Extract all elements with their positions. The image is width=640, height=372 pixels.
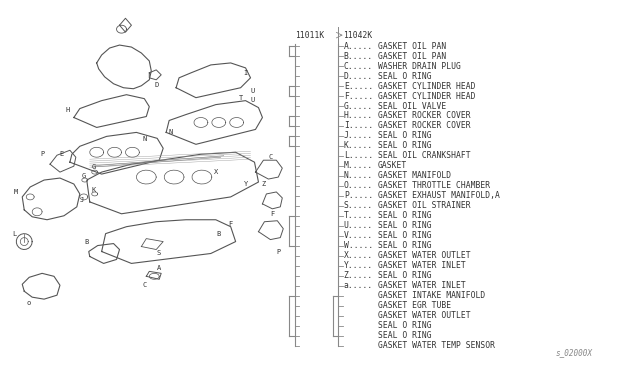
Text: X.....: X..... bbox=[344, 251, 373, 260]
Text: A.....: A..... bbox=[344, 42, 373, 51]
Text: F: F bbox=[228, 221, 233, 227]
Text: Z.....: Z..... bbox=[344, 271, 373, 280]
Text: I: I bbox=[243, 70, 248, 76]
Text: GASKET WATER OUTLET: GASKET WATER OUTLET bbox=[378, 251, 470, 260]
Text: M: M bbox=[14, 189, 19, 195]
Text: T: T bbox=[239, 94, 243, 101]
Text: GASKET OIL PAN: GASKET OIL PAN bbox=[378, 42, 446, 51]
Text: Z: Z bbox=[261, 181, 266, 187]
Text: GASKET WATER INLET: GASKET WATER INLET bbox=[378, 262, 465, 270]
Text: GASKET EGR TUBE: GASKET EGR TUBE bbox=[378, 301, 451, 310]
Text: Y.....: Y..... bbox=[344, 262, 373, 270]
Text: C: C bbox=[268, 154, 273, 160]
Text: B: B bbox=[84, 238, 89, 244]
Text: N: N bbox=[142, 137, 147, 142]
Text: K.....: K..... bbox=[344, 141, 373, 150]
Text: U: U bbox=[250, 97, 255, 103]
Text: B: B bbox=[216, 231, 221, 237]
Text: P.....: P..... bbox=[344, 192, 373, 201]
Text: GASKET CYLINDER HEAD: GASKET CYLINDER HEAD bbox=[378, 92, 475, 100]
Text: SEAL OIL VALVE: SEAL OIL VALVE bbox=[378, 102, 446, 110]
Text: N.....: N..... bbox=[344, 171, 373, 180]
Text: GASKET CYLINDER HEAD: GASKET CYLINDER HEAD bbox=[378, 81, 475, 90]
Text: SEAL O RING: SEAL O RING bbox=[378, 131, 431, 141]
Text: P: P bbox=[40, 151, 44, 157]
Text: W.....: W..... bbox=[344, 241, 373, 250]
Text: J: J bbox=[79, 197, 84, 203]
Text: A: A bbox=[157, 265, 161, 272]
Text: F.....: F..... bbox=[344, 92, 373, 100]
Text: GASKET WATER INLET: GASKET WATER INLET bbox=[378, 281, 465, 291]
Text: WASHER DRAIN PLUG: WASHER DRAIN PLUG bbox=[378, 61, 460, 71]
Text: GASKET ROCKER COVER: GASKET ROCKER COVER bbox=[378, 122, 470, 131]
Text: N: N bbox=[169, 129, 173, 135]
Text: D: D bbox=[154, 82, 158, 88]
Text: GASKET INTAKE MANIFOLD: GASKET INTAKE MANIFOLD bbox=[378, 291, 485, 300]
Text: L: L bbox=[12, 231, 17, 237]
Text: SEAL O RING: SEAL O RING bbox=[378, 321, 431, 330]
Text: G: G bbox=[92, 164, 96, 170]
Text: S: S bbox=[156, 250, 161, 256]
Text: SEAL O RING: SEAL O RING bbox=[378, 141, 431, 150]
Text: X: X bbox=[214, 169, 218, 175]
Text: SEAL O RING: SEAL O RING bbox=[378, 331, 431, 340]
Text: T.....: T..... bbox=[344, 211, 373, 220]
Text: G: G bbox=[82, 173, 86, 179]
Text: L.....: L..... bbox=[344, 151, 373, 160]
Text: s_02000X: s_02000X bbox=[556, 348, 593, 357]
Text: E.....: E..... bbox=[344, 81, 373, 90]
Text: K: K bbox=[92, 187, 96, 193]
Text: GASKET WATER OUTLET: GASKET WATER OUTLET bbox=[378, 311, 470, 320]
Text: M.....: M..... bbox=[344, 161, 373, 170]
Text: U.....: U..... bbox=[344, 221, 373, 230]
Text: SEAL O RING: SEAL O RING bbox=[378, 71, 431, 80]
Text: 11042K: 11042K bbox=[343, 31, 372, 40]
Text: SEAL O RING: SEAL O RING bbox=[378, 221, 431, 230]
Text: GASKET EXHAUST MANIFOLD,A: GASKET EXHAUST MANIFOLD,A bbox=[378, 192, 499, 201]
Text: H.....: H..... bbox=[344, 112, 373, 121]
Text: GASKET THROTTLE CHAMBER: GASKET THROTTLE CHAMBER bbox=[378, 182, 490, 190]
Text: GASKET OIL PAN: GASKET OIL PAN bbox=[378, 52, 446, 61]
Text: SEAL O RING: SEAL O RING bbox=[378, 211, 431, 220]
Text: C.....: C..... bbox=[344, 61, 373, 71]
Text: U: U bbox=[250, 88, 255, 94]
Text: G.....: G..... bbox=[344, 102, 373, 110]
Text: a.....: a..... bbox=[344, 281, 373, 291]
Text: GASKET WATER TEMP SENSOR: GASKET WATER TEMP SENSOR bbox=[378, 341, 495, 350]
Text: P: P bbox=[276, 248, 280, 254]
Text: SEAL O RING: SEAL O RING bbox=[378, 241, 431, 250]
Text: I.....: I..... bbox=[344, 122, 373, 131]
Text: GASKET OIL STRAINER: GASKET OIL STRAINER bbox=[378, 201, 470, 211]
Text: 11011K: 11011K bbox=[295, 31, 324, 40]
Text: O.....: O..... bbox=[344, 182, 373, 190]
Text: C: C bbox=[142, 282, 147, 288]
Text: GASKET: GASKET bbox=[378, 161, 407, 170]
Text: SEAL O RING: SEAL O RING bbox=[378, 271, 431, 280]
Text: GASKET ROCKER COVER: GASKET ROCKER COVER bbox=[378, 112, 470, 121]
Text: J.....: J..... bbox=[344, 131, 373, 141]
Text: B.....: B..... bbox=[344, 52, 373, 61]
Text: o: o bbox=[26, 300, 30, 306]
Text: D.....: D..... bbox=[344, 71, 373, 80]
Text: SEAL OIL CRANKSHAFT: SEAL OIL CRANKSHAFT bbox=[378, 151, 470, 160]
Text: GASKET MANIFOLD: GASKET MANIFOLD bbox=[378, 171, 451, 180]
Text: SEAL O RING: SEAL O RING bbox=[378, 231, 431, 240]
Text: H: H bbox=[66, 106, 70, 113]
Text: V.....: V..... bbox=[344, 231, 373, 240]
Text: F: F bbox=[270, 211, 275, 217]
Text: E: E bbox=[60, 151, 64, 157]
Text: Y: Y bbox=[243, 181, 248, 187]
Text: S.....: S..... bbox=[344, 201, 373, 211]
